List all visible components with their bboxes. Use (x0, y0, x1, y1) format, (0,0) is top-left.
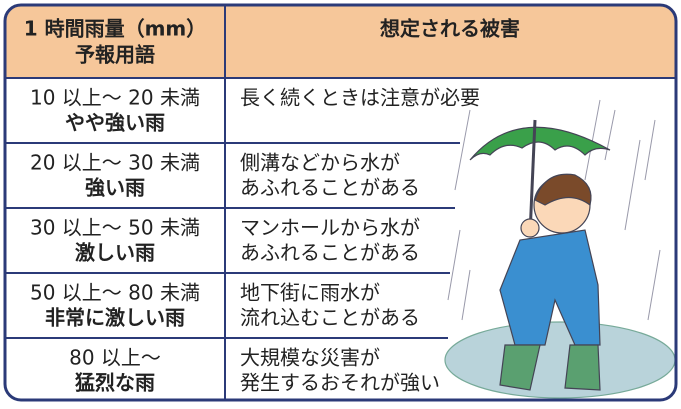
range: 20 以上～ 30 未満 (30, 151, 200, 175)
term: 非常に激しい雨 (45, 306, 185, 330)
table-border (3, 3, 678, 402)
damage: 流れ込むことがある (240, 306, 420, 330)
damage: あふれることがある (240, 241, 420, 265)
term: やや強い雨 (65, 111, 165, 135)
range: 10 以上～ 20 未満 (30, 86, 200, 110)
range: 30 以上～ 50 未満 (30, 216, 200, 240)
header-text: 1 時間雨量（mm） (24, 17, 207, 41)
damage: マンホールから水が (240, 216, 420, 240)
term: 激しい雨 (75, 241, 155, 265)
damage: あふれることがある (240, 176, 420, 200)
term: 強い雨 (85, 176, 145, 200)
damage: 大規模な災害が (240, 346, 380, 370)
grid (5, 5, 676, 400)
term: 猛烈な雨 (74, 371, 155, 395)
illustration (444, 99, 676, 399)
header-text: 想定される被害 (380, 17, 520, 41)
table-bg (5, 5, 676, 399)
damage: 長く続くときは注意が必要 (240, 86, 480, 110)
damage: 地下街に雨水が (240, 281, 380, 305)
range: 80 以上～ (69, 346, 161, 370)
range: 50 以上～ 80 未満 (30, 281, 200, 305)
header-text: 予報用語 (75, 43, 155, 67)
damage: 発生するおそれが強い (240, 371, 440, 395)
damage: 側溝などから水が (240, 151, 400, 175)
